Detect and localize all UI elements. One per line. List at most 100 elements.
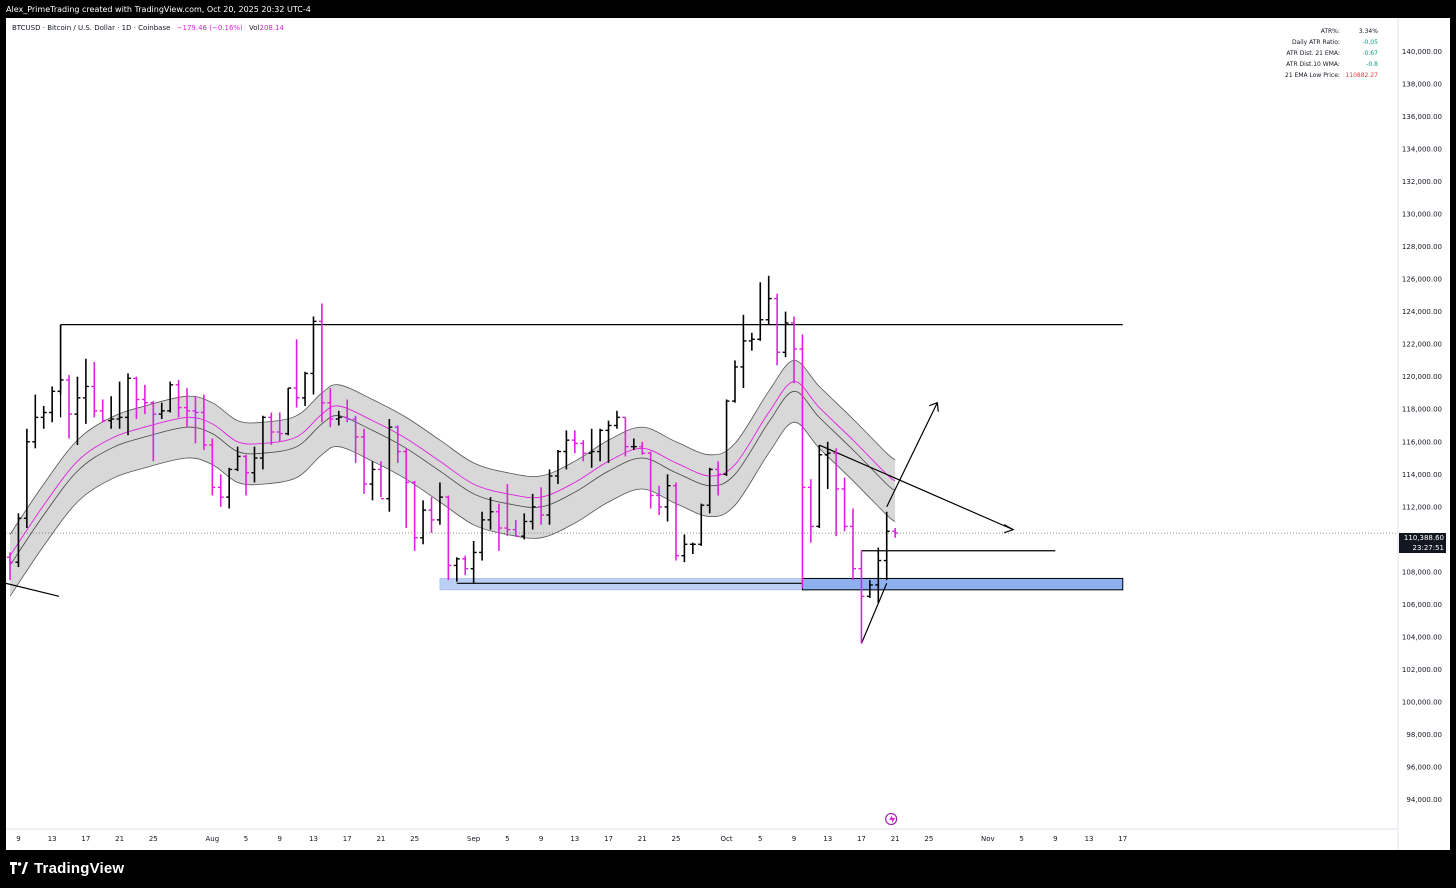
ohlc-bar: [774, 293, 781, 366]
ohlc-bar: [731, 360, 738, 403]
wma-line: [9, 390, 896, 566]
price-tick-label: 108,000.00: [1402, 568, 1442, 576]
band-upper-line: [9, 359, 896, 535]
price-tick-label: 128,000.00: [1402, 243, 1442, 251]
chart-canvas[interactable]: 94,000.00 96,000.00 98,000.00 100,000.00 102…: [6, 18, 1450, 850]
ohlc-bar: [276, 412, 283, 442]
ohlc-bar: [318, 303, 325, 423]
ohlc-bar: [816, 445, 823, 529]
price-tick-label: 118,000.00: [1402, 406, 1442, 414]
price-tick-label: 136,000.00: [1402, 113, 1442, 121]
trendline[interactable]: [6, 582, 60, 597]
time-tick-label: 9: [16, 835, 20, 843]
tradingview-footer[interactable]: TradingView: [10, 858, 124, 878]
ohlc-bar: [344, 399, 351, 423]
ohlc-bar: [251, 446, 258, 483]
ohlc-bar: [799, 334, 806, 589]
ohlc-bar: [259, 415, 266, 470]
ohlc-bars: [7, 275, 899, 644]
ohlc-bar: [790, 316, 797, 384]
price-tick-label: 116,000.00: [1402, 438, 1442, 446]
ohlc-bar: [335, 410, 342, 426]
ohlc-bar: [681, 534, 688, 563]
ohlc-bar: [487, 497, 494, 530]
ohlc-bar: [167, 381, 174, 413]
ohlc-bar: [875, 547, 882, 603]
ohlc-bar: [192, 396, 199, 444]
ohlc-bar: [858, 550, 865, 644]
ohlc-bar: [116, 381, 123, 429]
ohlc-bar: [740, 314, 747, 389]
time-tick-label: 9: [539, 835, 543, 843]
ohlc-bar: [293, 339, 300, 408]
ohlc-bar: [689, 542, 696, 555]
price-tick-label: 102,000.00: [1402, 666, 1442, 674]
price-tick-label: 98,000.00: [1406, 731, 1442, 739]
ohlc-bar: [664, 474, 671, 522]
ema21-line: [9, 381, 896, 556]
stats-row: 21 EMA Low Price: 110882.27: [1283, 70, 1380, 81]
time-tick-label: 21: [891, 835, 900, 843]
ohlc-bar: [175, 379, 182, 418]
ohlc-bar: [748, 332, 755, 351]
ohlc-bar: [150, 401, 157, 462]
price-tick-label: 112,000.00: [1402, 503, 1442, 511]
time-axis[interactable]: 9 13 17 21 25 Aug 5 9 13 17 21 25 Sep 5 9 13 17 21 25 Oct 5 9…: [6, 828, 1398, 843]
ohlc-bar: [108, 396, 115, 429]
ohlc-bar: [15, 513, 22, 568]
ohlc-bar: [445, 495, 452, 581]
ohlc-bar: [630, 438, 637, 450]
descending-trendline[interactable]: [819, 444, 1014, 531]
ohlc-bar: [571, 430, 578, 454]
ohlc-bar: [782, 311, 789, 358]
ohlc-bar: [377, 461, 384, 500]
ohlc-bar: [133, 376, 140, 419]
stats-value: -0.8: [1366, 61, 1378, 68]
band-lower-line: [9, 421, 896, 597]
symbol-legend[interactable]: BTCUSD · Bitcoin / U.S. Dollar · 1D · Co…: [12, 24, 284, 32]
volume-label: Vol: [249, 24, 260, 32]
ohlc-bar: [386, 418, 393, 512]
ohlc-bar: [706, 467, 713, 514]
time-tick-label: 25: [410, 835, 419, 843]
ohlc-bar: [470, 541, 477, 584]
price-tick-label: 120,000.00: [1402, 373, 1442, 381]
support-zone-recent[interactable]: [801, 577, 1124, 591]
time-tick-label: Aug: [205, 835, 219, 843]
time-tick-label: 17: [81, 835, 90, 843]
rising-trendline[interactable]: [860, 583, 888, 644]
ohlc-bar: [597, 428, 604, 462]
time-tick-label: 5: [244, 835, 248, 843]
ohlc-bar: [588, 428, 595, 468]
ohlc-bar: [824, 441, 831, 489]
time-tick-label: 9: [278, 835, 282, 843]
bullish-projection-arrow[interactable]: [886, 402, 938, 508]
stats-label: ATR Dist. 21 EMA:: [1286, 50, 1340, 57]
time-tick-label: 5: [505, 835, 509, 843]
ohlc-bar: [656, 485, 663, 515]
time-tick-label: 13: [570, 835, 579, 843]
ohlc-bar: [23, 428, 30, 529]
replay-icon[interactable]: [885, 812, 898, 826]
ohlc-bar: [49, 386, 56, 423]
time-tick-label: 17: [343, 835, 352, 843]
ohlc-bar: [428, 497, 435, 533]
ohlc-bar: [639, 441, 646, 455]
time-tick-label: 13: [1085, 835, 1094, 843]
ohlc-bar: [715, 461, 722, 496]
price-tick-label: 132,000.00: [1402, 178, 1442, 186]
ohlc-bar: [546, 469, 553, 525]
price-tick-label: 130,000.00: [1402, 210, 1442, 218]
time-tick-label: 21: [638, 835, 647, 843]
ohlc-bar: [892, 528, 899, 538]
replay-icon-bolt: [889, 815, 896, 823]
ohlc-bar: [504, 484, 511, 537]
ohlc-bar: [200, 394, 207, 450]
ohlc-bar: [613, 410, 620, 429]
time-tick-label: Nov: [981, 835, 995, 843]
price-tick-label: 124,000.00: [1402, 308, 1442, 316]
stats-value: -0.67: [1362, 50, 1378, 57]
volume-readout: Vol208.14: [249, 24, 284, 32]
stats-label: ATR%:: [1320, 28, 1340, 35]
